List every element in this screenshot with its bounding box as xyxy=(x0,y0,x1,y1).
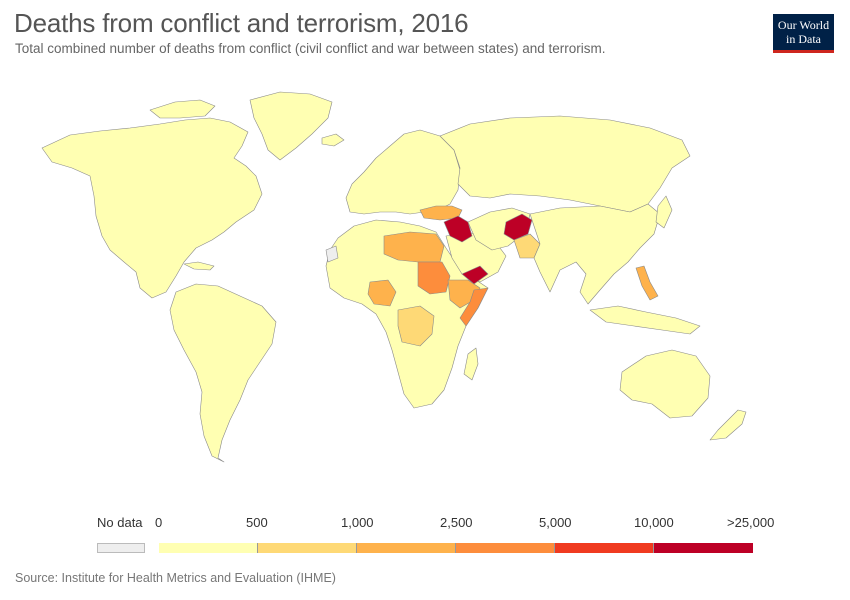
region-yemen[interactable] xyxy=(461,265,489,285)
legend-bin-0-500[interactable] xyxy=(159,543,258,553)
region-western-sahara[interactable] xyxy=(325,245,339,263)
region-philippines[interactable] xyxy=(635,265,659,301)
legend-tick-0: 0 xyxy=(155,515,163,530)
region-new-zealand[interactable] xyxy=(709,409,747,441)
legend-tick-500: 500 xyxy=(246,515,268,530)
legend-bin-500-1000[interactable] xyxy=(258,543,357,553)
source-note[interactable]: Source: Institute for Health Metrics and… xyxy=(15,571,336,585)
region-afghanistan[interactable] xyxy=(503,213,533,241)
region-arctic-canada[interactable] xyxy=(149,99,216,119)
legend-tick-2500: 2,500 xyxy=(440,515,473,530)
region-russia-north-asia[interactable] xyxy=(439,115,691,213)
logo-line-1: Our World xyxy=(777,18,830,32)
legend-tick-5000: 5,000 xyxy=(539,515,572,530)
legend-bin-1000-2500[interactable] xyxy=(357,543,456,553)
region-central-africa[interactable] xyxy=(397,305,435,347)
region-nigeria[interactable] xyxy=(367,279,397,307)
legend-bin-5000-10000[interactable] xyxy=(555,543,654,553)
chart-subtitle: Total combined number of deaths from con… xyxy=(15,41,606,56)
logo-accent-bar xyxy=(773,50,834,53)
region-europe[interactable] xyxy=(345,129,461,215)
legend-color-scale xyxy=(159,543,753,553)
legend-tick-1000: 1,000 xyxy=(341,515,374,530)
region-iraq-syria[interactable] xyxy=(443,215,473,243)
legend-bin-10000-25000[interactable] xyxy=(654,543,753,553)
region-iceland[interactable] xyxy=(321,133,345,147)
region-indonesia[interactable] xyxy=(589,305,701,335)
region-australia[interactable] xyxy=(619,349,711,419)
region-south-east-asia[interactable] xyxy=(529,203,661,305)
region-libya-egypt[interactable] xyxy=(383,231,445,263)
region-greenland[interactable] xyxy=(249,91,333,161)
logo-line-2: in Data xyxy=(786,32,821,46)
legend-no-data-label: No data xyxy=(97,515,143,530)
chart-title: Deaths from conflict and terrorism, 2016 xyxy=(14,8,469,38)
region-japan[interactable] xyxy=(655,195,673,229)
owid-logo[interactable]: Our World in Data xyxy=(773,14,834,53)
region-somalia[interactable] xyxy=(459,287,489,327)
legend-bin-2500-5000[interactable] xyxy=(456,543,555,553)
region-madagascar[interactable] xyxy=(463,347,479,381)
legend-tick-25000-plus: >25,000 xyxy=(727,515,775,530)
region-south-america[interactable] xyxy=(169,283,277,463)
region-north-america[interactable] xyxy=(41,117,263,299)
region-caribbean[interactable] xyxy=(183,261,215,271)
legend-tick-10000: 10,000 xyxy=(634,515,674,530)
legend-no-data-swatch[interactable] xyxy=(97,543,145,553)
region-turkey[interactable] xyxy=(419,205,463,221)
region-sudan[interactable] xyxy=(417,261,451,295)
